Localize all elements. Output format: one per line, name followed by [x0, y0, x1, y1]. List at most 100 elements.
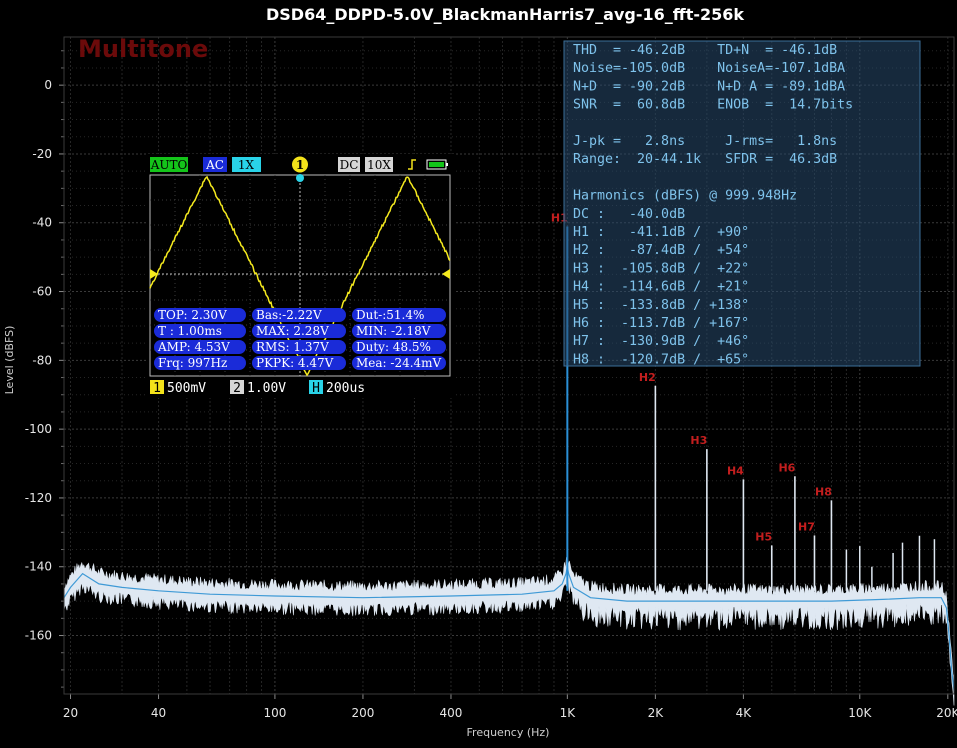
scope-channel-badge	[292, 156, 308, 173]
stats-rows: THD = -46.2dB TD+N = -46.1dB Noise=-105.0…	[573, 43, 853, 367]
x-tick-label: 100	[263, 706, 286, 720]
x-axis-ticks: 20 40 100 200 400 1K 2K 4K 10K 20K	[63, 694, 957, 720]
scope-meas-pill	[252, 340, 346, 354]
scope-h-badge	[309, 380, 323, 394]
scope-meas-text: TOP: 2.30V	[158, 308, 227, 322]
chart-title: DSD64_DDPD-5.0V_BlackmanHarris7_avg-16_f…	[266, 5, 744, 24]
x-tick-label: 400	[440, 706, 463, 720]
scope-ch2-badge	[230, 380, 244, 394]
scope-meas-pill	[352, 308, 446, 322]
stats-row: Harmonics (dBFS) @ 999.948Hz	[573, 189, 797, 204]
scope-dc-text: DC	[340, 158, 359, 172]
scope-scale-row: 1 500mV 2 1.00V H 200us	[150, 380, 365, 396]
scope-probe-badge	[232, 157, 261, 172]
x-tick-label: 10K	[848, 706, 872, 720]
stats-row: THD = -46.2dB TD+N = -46.1dB	[573, 43, 837, 58]
scope-mode-badge	[150, 157, 188, 172]
x-axis-label: Frequency (Hz)	[467, 726, 550, 739]
y-tick-label: -120	[25, 491, 52, 505]
stats-row: N+D = -90.2dB N+D A = -89.1dBA	[573, 79, 845, 94]
noise-floor-band	[63, 554, 955, 706]
stats-panel: THD = -46.2dB TD+N = -46.1dB Noise=-105.0…	[563, 40, 921, 367]
trigger-edge-icon	[408, 159, 416, 170]
scope-level-marker-left	[150, 269, 158, 279]
scope-probe2-badge	[365, 157, 393, 172]
y-tick-label: 0	[44, 78, 52, 92]
harmonic-label-h7: H7	[798, 520, 815, 533]
x-tick-label: 4K	[736, 706, 753, 720]
x-tick-label: 40	[151, 706, 166, 720]
stats-row: Noise=-105.0dB NoiseA=-107.1dBA	[573, 61, 845, 76]
scope-meas-pill	[252, 356, 346, 370]
scope-meas-pill	[252, 324, 346, 338]
scope-header: AUTO AC 1X 1 DC 10X	[150, 156, 448, 173]
scope-grid	[150, 175, 450, 376]
scope-meas-text: Duty: 48.5%	[356, 340, 431, 354]
scope-meas-text: RMS: 1.37V	[256, 340, 329, 354]
stats-row: H5 : -133.8dB / +138°	[573, 298, 749, 313]
scope-probe-text: 1X	[238, 158, 255, 172]
scope-measurements: TOP: 2.30V Bas:-2.22V Dut-:51.4% T : 1.00ms…	[154, 308, 446, 370]
scope-meas-pill	[252, 308, 346, 322]
y-tick-label: -160	[25, 629, 52, 643]
scope-meas-pill	[352, 356, 446, 370]
y-tick-label: -100	[25, 422, 52, 436]
scope-meas-pill	[352, 324, 446, 338]
scope-ch2-num: 2	[233, 381, 241, 396]
stats-row: H7 : -130.9dB / +46°	[573, 334, 749, 349]
brand-watermark: Multitone	[78, 35, 208, 63]
stats-row: H4 : -114.6dB / +21°	[573, 280, 749, 295]
scope-inset: AUTO AC 1X 1 DC 10X TOP: 2.30V Bas:-2.22V…	[146, 154, 455, 398]
stats-row: J-pk = 2.8ns J-rms= 1.8ns	[573, 134, 837, 149]
scope-h-num: H	[312, 381, 320, 396]
stats-row: H3 : -105.8dB / +22°	[573, 261, 749, 276]
x-tick-label: 200	[351, 706, 374, 720]
stats-row: SNR = 60.8dB ENOB = 14.7bits	[573, 98, 853, 113]
stats-row: Range: 20-44.1k SFDR = 46.3dB	[573, 152, 837, 167]
scope-meas-text: MAX: 2.28V	[256, 324, 329, 338]
y-tick-label: -80	[32, 353, 52, 367]
y-tick-label: -20	[32, 147, 52, 161]
scope-level-marker-right	[442, 269, 450, 279]
scope-meas-pill	[154, 308, 246, 322]
harmonic-label-h4: H4	[727, 464, 744, 477]
x-tick-label: 2K	[648, 706, 665, 720]
scope-mode-text: AUTO	[150, 158, 188, 172]
harmonic-label-h8: H8	[815, 485, 832, 498]
scope-meas-text: Bas:-2.22V	[256, 308, 322, 322]
scope-meas-text: AMP: 4.53V	[157, 340, 230, 354]
scope-trigger-marker	[296, 174, 304, 182]
y-axis-ticks: 0 -20 -40 -60 -80 -100 -120 -140 -160	[25, 50, 64, 688]
scope-meas-pill	[352, 340, 446, 354]
y-tick-label: -60	[32, 285, 52, 299]
harmonic-label-h2: H2	[639, 371, 656, 384]
stats-row: H1 : -41.1dB / +90°	[573, 225, 749, 240]
harmonic-label-h5: H5	[755, 530, 772, 543]
y-axis-label: Level (dBFS)	[3, 326, 16, 395]
scope-dc-badge	[338, 157, 360, 172]
scope-meas-text: PKPK: 4.47V	[256, 356, 334, 370]
harmonic-label-h3: H3	[690, 434, 707, 447]
scope-meas-text: T : 1.00ms	[158, 324, 222, 338]
stats-row: DC : -40.0dB	[573, 207, 685, 222]
scope-meas-text: Frq: 997Hz	[158, 356, 227, 370]
y-tick-label: -140	[25, 560, 52, 574]
stats-row: H8 : -120.7dB / +65°	[573, 352, 749, 367]
plot-frame	[63, 36, 955, 695]
scope-coupling-badge	[203, 157, 227, 172]
scope-meas-text: Dut-:51.4%	[356, 308, 424, 322]
scope-probe2-text: 10X	[367, 158, 391, 172]
scope-meas-text: Mea: -24.4mV	[356, 356, 442, 370]
scope-meas-pill	[154, 324, 246, 338]
scope-ch1-badge	[150, 380, 164, 394]
scope-channel-text: 1	[296, 158, 304, 172]
harmonic-spikes	[566, 226, 936, 591]
scope-ch1-value: 500mV	[167, 381, 206, 396]
stats-row: H2 : -87.4dB / +54°	[573, 243, 749, 258]
stats-row: H6 : -113.7dB / +167°	[573, 316, 749, 331]
scope-ch1-num: 1	[153, 381, 161, 396]
scope-ch2-value: 1.00V	[247, 381, 286, 396]
x-tick-label: 1K	[560, 706, 577, 720]
